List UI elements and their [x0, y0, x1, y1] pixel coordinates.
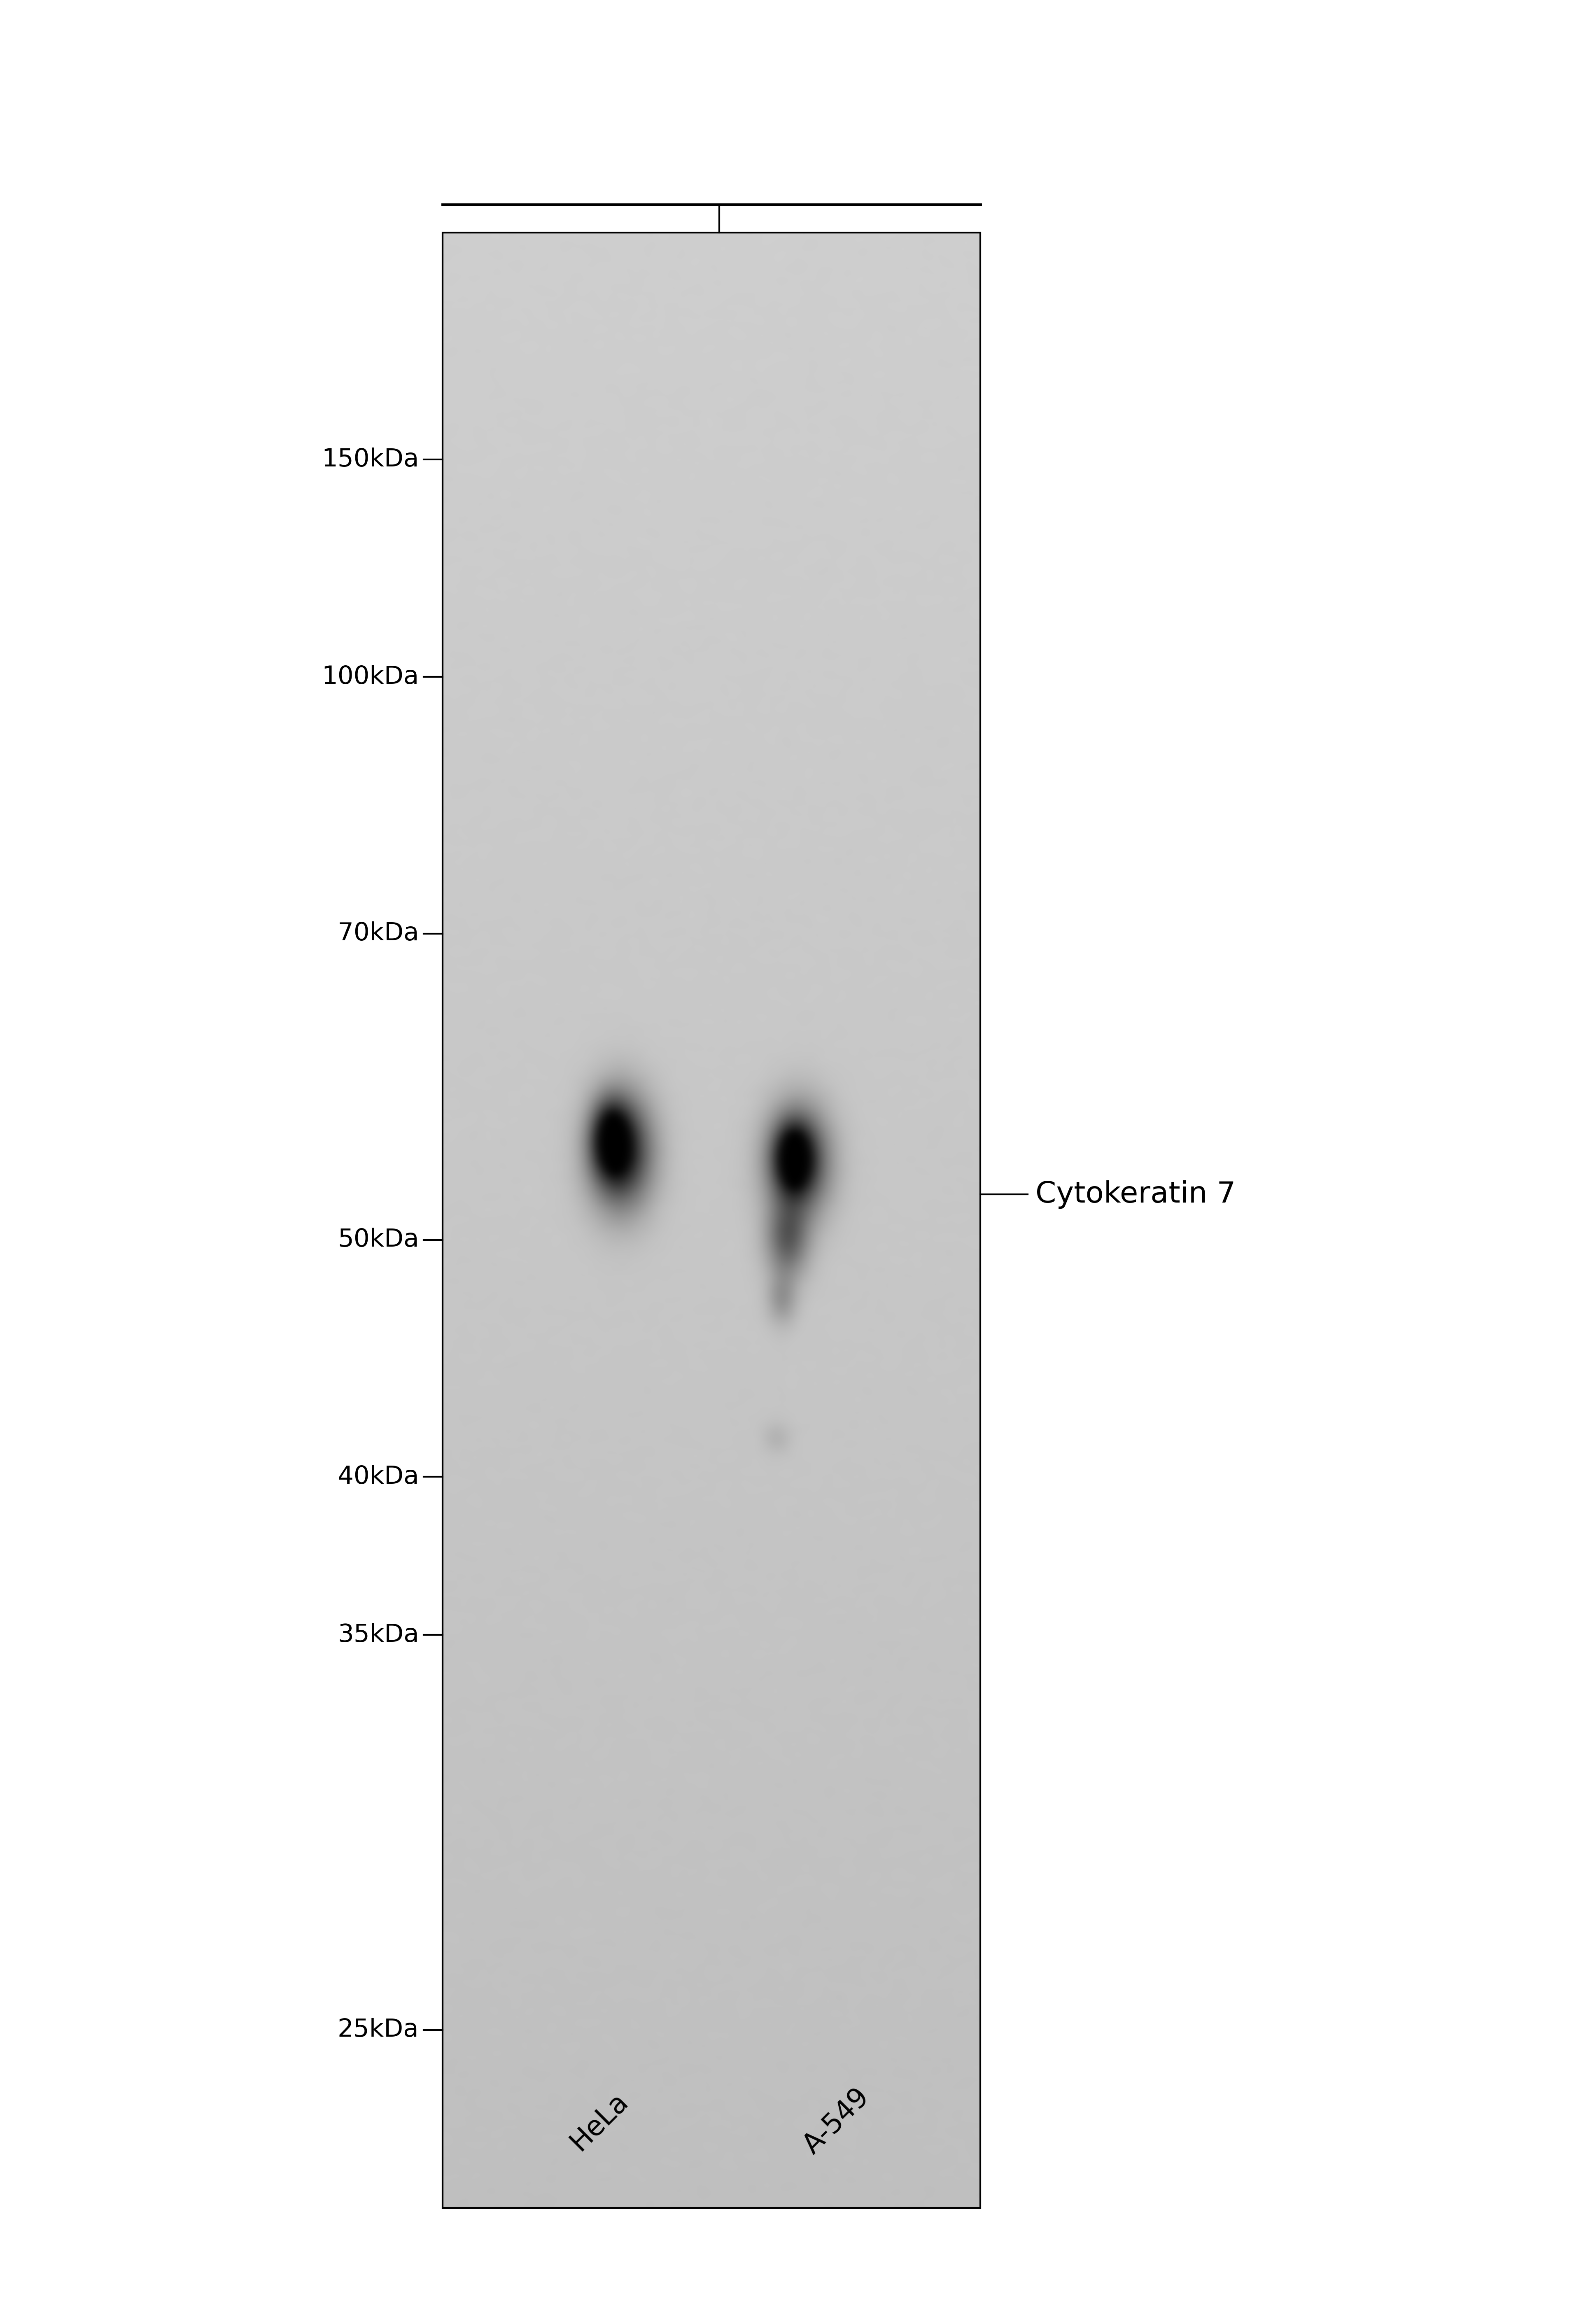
- Text: 150kDa: 150kDa: [321, 449, 419, 472]
- Text: 70kDa: 70kDa: [338, 923, 419, 946]
- Text: 100kDa: 100kDa: [321, 665, 419, 688]
- Text: 25kDa: 25kDa: [338, 2017, 419, 2043]
- Text: 50kDa: 50kDa: [338, 1227, 419, 1253]
- Text: Cytokeratin 7: Cytokeratin 7: [1036, 1181, 1236, 1208]
- Text: 40kDa: 40kDa: [338, 1464, 419, 1490]
- Text: A-549: A-549: [798, 2082, 874, 2159]
- Text: 35kDa: 35kDa: [338, 1622, 419, 1648]
- Text: HeLa: HeLa: [564, 2087, 634, 2157]
- Bar: [443, 232, 980, 2208]
